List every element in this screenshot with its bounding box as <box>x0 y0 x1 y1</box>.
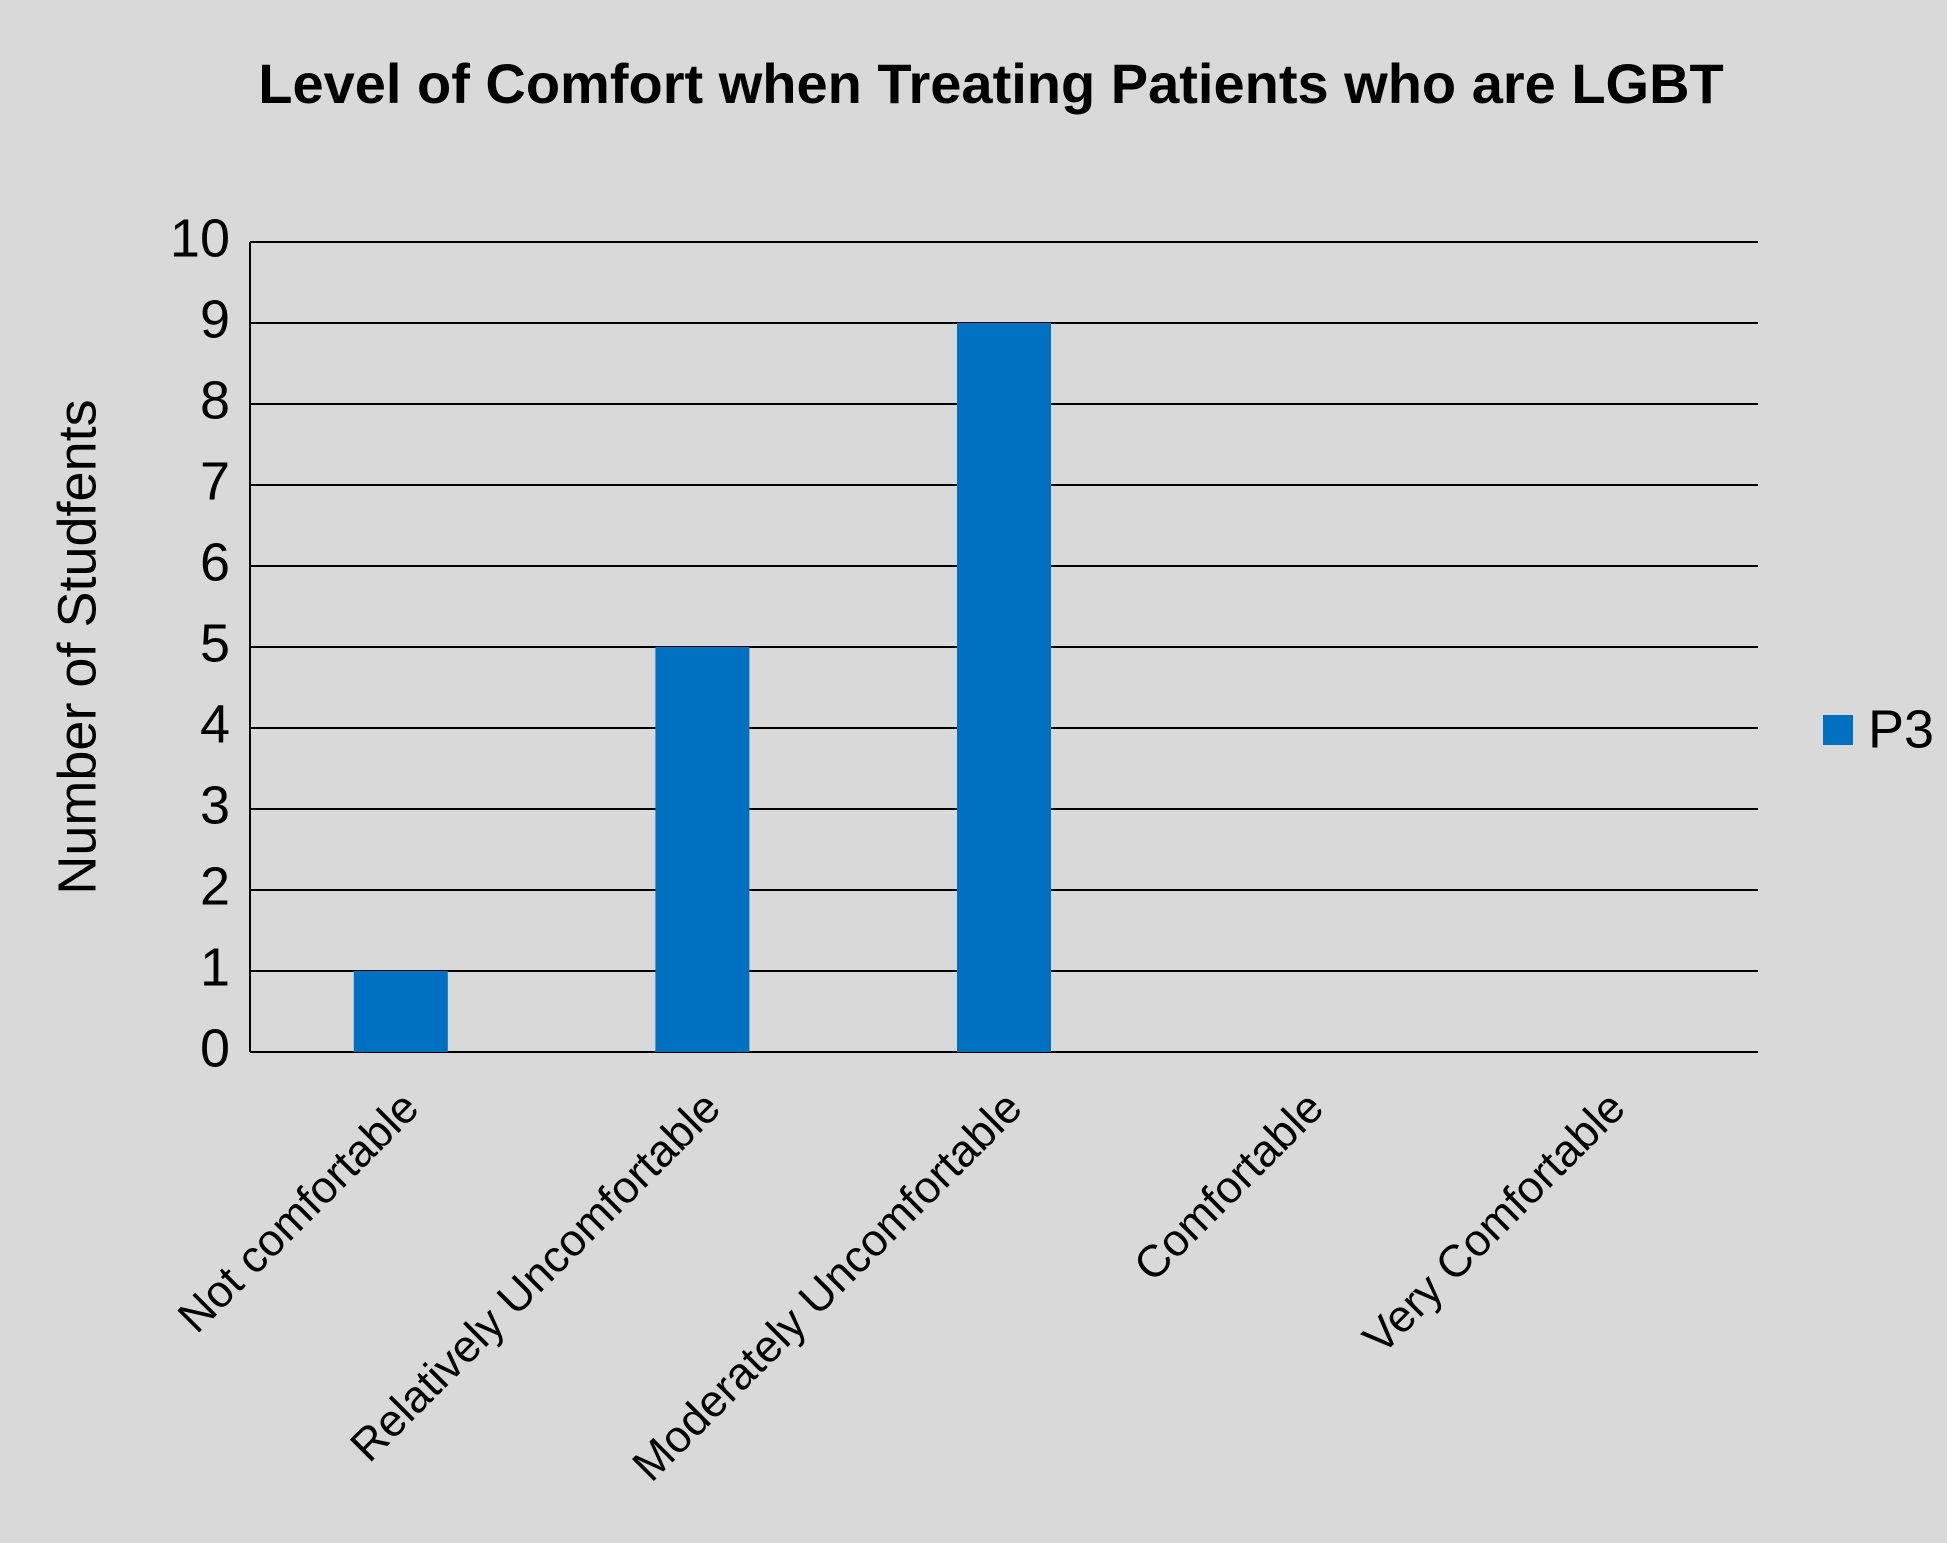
y-tick-label: 3 <box>200 775 230 835</box>
y-tick-label: 1 <box>200 937 230 997</box>
y-tick-label: 9 <box>200 289 230 349</box>
y-tick-label: 7 <box>200 451 230 511</box>
legend-swatch <box>1823 715 1853 745</box>
legend-label: P3 <box>1868 699 1934 759</box>
y-tick-label: 10 <box>170 208 230 268</box>
y-tick-label: 0 <box>200 1018 230 1078</box>
x-tick-label: Comfortable <box>1124 1081 1333 1290</box>
y-tick-label: 5 <box>200 613 230 673</box>
bar <box>655 647 750 1052</box>
y-tick-label: 6 <box>200 532 230 592</box>
y-axis-label: Number of Studfents <box>47 399 107 894</box>
bar <box>957 323 1051 1052</box>
x-tick-label: Very Comfortable <box>1353 1081 1635 1363</box>
y-tick-label: 4 <box>200 694 230 754</box>
x-tick-label: Not comfortable <box>168 1081 429 1342</box>
y-tick-label: 8 <box>200 370 230 430</box>
chart-title: Level of Comfort when Treating Patients … <box>258 52 1724 115</box>
bar <box>353 971 448 1052</box>
y-tick-label: 2 <box>200 856 230 916</box>
